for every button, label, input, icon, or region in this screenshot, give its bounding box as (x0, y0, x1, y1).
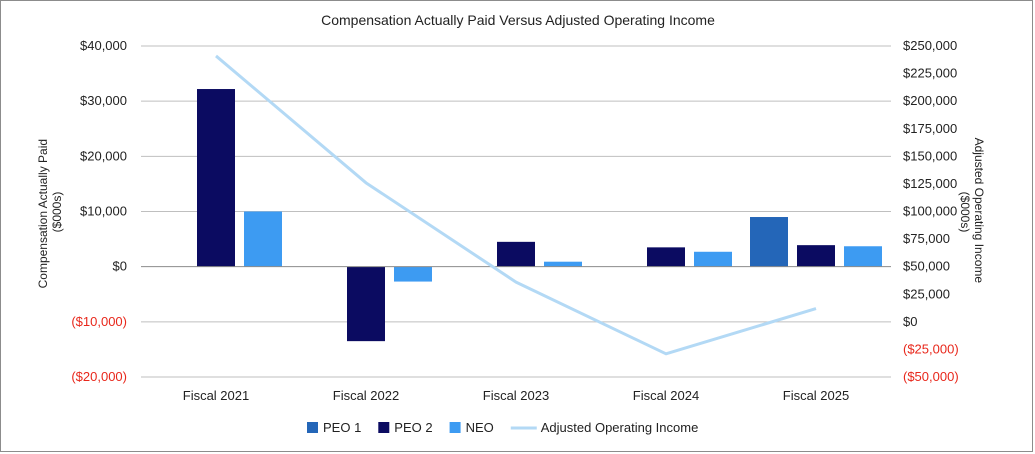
bar-neo-0 (244, 211, 282, 267)
right-axis-title-line1: Adjusted Operating Income (972, 138, 986, 284)
right-tick-label: ($25,000) (903, 341, 959, 356)
bar-peo-2-3 (647, 247, 685, 267)
left-axis-title: Compensation Actually Paid ($000s) (36, 136, 64, 289)
left-tick-label: $0 (113, 259, 127, 274)
right-tick-label: $150,000 (903, 148, 957, 163)
right-axis-ticks: $250,000 $225,000 $200,000 $175,000 $150,000… (903, 38, 959, 384)
x-axis-ticks: Fiscal 2021 Fiscal 2022 Fiscal 2023 Fiscal … (183, 388, 849, 403)
right-tick-label: $250,000 (903, 38, 957, 53)
bar-peo-2-2 (497, 241, 535, 267)
right-tick-label: $0 (903, 314, 917, 329)
left-axis-title-line2: ($000s) (50, 192, 64, 233)
bar-peo-2-0 (197, 89, 235, 267)
x-tick-label: Fiscal 2025 (783, 388, 849, 403)
x-tick-label: Fiscal 2021 (183, 388, 249, 403)
right-tick-label: $25,000 (903, 286, 950, 301)
right-tick-label: $50,000 (903, 259, 950, 274)
legend-label: NEO (466, 420, 494, 435)
right-tick-label: $100,000 (903, 204, 957, 219)
legend-label: PEO 1 (323, 420, 361, 435)
bar-neo-2 (544, 261, 582, 267)
right-tick-label: $75,000 (903, 231, 950, 246)
right-axis-title-line2: ($000s) (958, 192, 972, 233)
bar-peo-2-1 (347, 266, 385, 342)
left-tick-label: ($20,000) (71, 369, 127, 384)
right-tick-label: $125,000 (903, 176, 957, 191)
right-tick-label: $175,000 (903, 121, 957, 136)
left-tick-label: $20,000 (80, 148, 127, 163)
legend-swatch-peo-1 (307, 422, 318, 433)
line-adjusted-operating-income (215, 54, 817, 356)
legend-swatch-peo-2 (378, 422, 390, 433)
left-tick-label: $40,000 (80, 38, 127, 53)
left-axis-title-line1: Compensation Actually Paid (36, 139, 50, 288)
bar-marks (197, 89, 882, 342)
chart-title: Compensation Actually Paid Versus Adjust… (321, 12, 715, 28)
right-tick-label: $225,000 (903, 66, 957, 81)
right-tick-label: ($50,000) (903, 369, 959, 384)
x-tick-label: Fiscal 2023 (483, 388, 549, 403)
x-tick-label: Fiscal 2022 (333, 388, 399, 403)
left-tick-label: ($10,000) (71, 314, 127, 329)
legend: PEO 1 PEO 2 NEO Adjusted Operating Income (307, 420, 698, 435)
left-axis-ticks: $40,000 $30,000 $20,000 $10,000 $0 ($10,000) (… (71, 38, 127, 384)
bar-peo-2-4 (797, 245, 835, 267)
legend-label: PEO 2 (394, 420, 432, 435)
legend-swatch-neo (449, 422, 461, 433)
left-tick-label: $10,000 (80, 204, 127, 219)
x-tick-label: Fiscal 2024 (633, 388, 699, 403)
bar-neo-3 (694, 251, 732, 267)
left-tick-label: $30,000 (80, 93, 127, 108)
line-series (215, 54, 817, 356)
bar-peo-1-4 (750, 217, 788, 267)
right-tick-label: $200,000 (903, 93, 957, 108)
right-axis-title: Adjusted Operating Income ($000s) (958, 138, 986, 287)
bar-neo-4 (844, 246, 882, 267)
bar-neo-1 (394, 266, 432, 282)
legend-label: Adjusted Operating Income (541, 420, 699, 435)
